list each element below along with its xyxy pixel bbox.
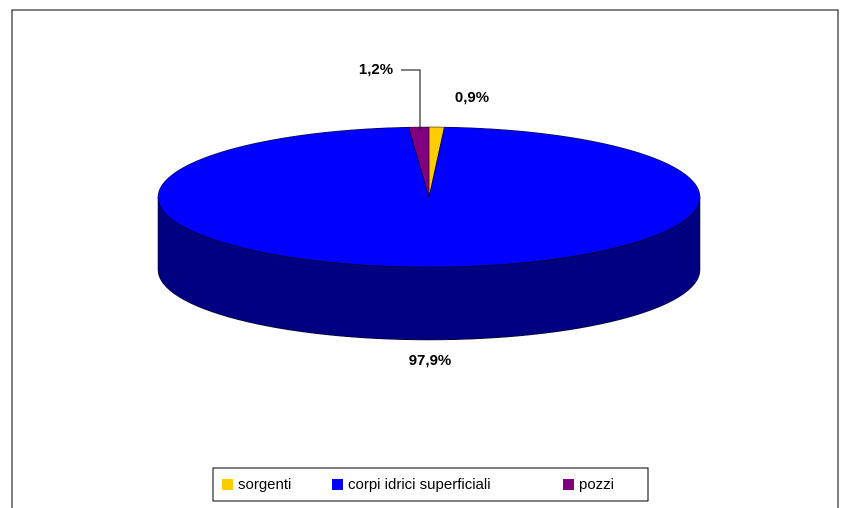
pie-slice bbox=[408, 126, 430, 198]
leader-line bbox=[401, 69, 421, 130]
legend-label: corpi idrici superficiali bbox=[348, 476, 491, 493]
legend-box bbox=[212, 467, 649, 502]
pie-slice bbox=[157, 126, 701, 268]
legend-swatch bbox=[222, 479, 233, 490]
data-label: 1,2% bbox=[359, 61, 393, 78]
legend: sorgenti corpi idrici superficiali pozzi bbox=[222, 476, 614, 493]
legend-label: pozzi bbox=[579, 476, 614, 493]
frame bbox=[11, 9, 839, 508]
data-label: 0,9% bbox=[455, 89, 489, 106]
pie: 0,9% 97,9% 1,2% bbox=[157, 61, 701, 369]
data-label: 97,9% bbox=[409, 352, 452, 369]
legend-label: sorgenti bbox=[238, 476, 291, 493]
legend-swatch bbox=[332, 479, 343, 490]
legend-swatch bbox=[563, 479, 574, 490]
